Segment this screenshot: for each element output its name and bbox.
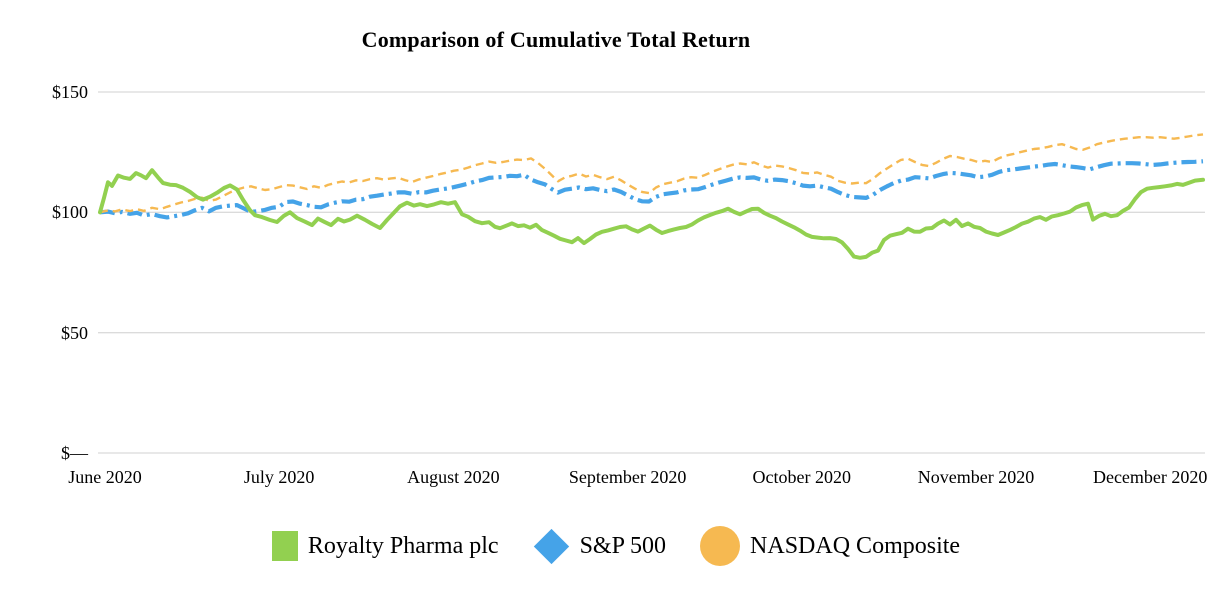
y-tick-label: $— [61,443,88,463]
series-line-s-p-500 [99,159,1204,220]
x-tick-label: July 2020 [243,467,315,487]
legend-label-nasdaq: NASDAQ Composite [750,532,961,559]
legend-label-royalty-pharma: Royalty Pharma plc [307,532,499,559]
legend: Royalty Pharma plc S&P 500 NASDAQ Compos… [0,522,1232,570]
chart-canvas [98,91,1205,454]
x-tick-label: November 2020 [917,467,1035,487]
legend-label-sp500: S&P 500 [579,532,667,559]
chart-title: Comparison of Cumulative Total Return [361,27,751,52]
x-tick-label: September 2020 [568,467,687,487]
legend-item-royalty-pharma: Royalty Pharma plc [271,531,499,561]
royalty-pharma-square-marker [271,531,298,561]
x-tick-label: August 2020 [407,467,500,487]
sp500-diamond-marker [533,528,569,564]
series-line-royalty-pharma-plc [98,168,1205,260]
x-tick-label: October 2020 [752,467,852,487]
series-line-nasdaq-composite [99,133,1204,214]
x-tick-label: June 2020 [68,467,142,487]
y-tick-label: $100 [52,202,88,223]
legend-item-sp500: S&P 500 [533,528,667,564]
y-tick-label: $50 [61,322,88,343]
x-tick-label: December 2020 [1092,467,1208,487]
legend-item-nasdaq: NASDAQ Composite [700,526,960,566]
y-tick-label: $150 [52,82,88,102]
nasdaq-circle-marker [700,526,741,566]
